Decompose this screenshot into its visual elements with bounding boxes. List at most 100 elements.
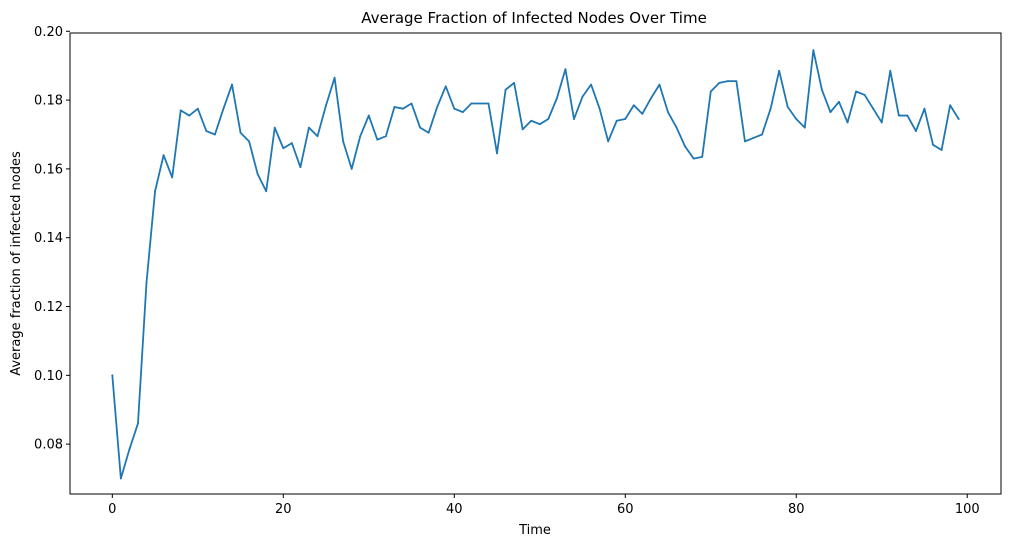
- data-point: [538, 123, 541, 126]
- data-point: [402, 107, 404, 110]
- x-tick-label: 20: [275, 502, 292, 517]
- data-point: [393, 106, 396, 108]
- data-point: [590, 83, 592, 86]
- y-axis-label: Average fraction of infected nodes: [9, 151, 24, 376]
- data-point: [282, 147, 285, 150]
- y-tick-label: 0.16: [34, 162, 63, 177]
- plot-frame: [69, 32, 1002, 495]
- data-point: [829, 111, 832, 114]
- data-point: [838, 100, 840, 103]
- data-point: [624, 118, 627, 120]
- data-point: [761, 133, 763, 136]
- data-point: [410, 102, 413, 105]
- data-point: [154, 190, 156, 193]
- data-point: [214, 133, 216, 136]
- data-point: [196, 107, 199, 110]
- data-point: [248, 140, 251, 143]
- data-point: [932, 143, 934, 146]
- data-point: [290, 142, 293, 144]
- data-point: [658, 83, 661, 86]
- data-point: [786, 106, 789, 108]
- data-point: [350, 167, 353, 170]
- data-point: [162, 154, 165, 157]
- data-point: [427, 131, 430, 134]
- data-point: [145, 281, 148, 284]
- data-point: [325, 104, 327, 107]
- data-point: [256, 173, 259, 175]
- y-tick-label: 0.08: [34, 438, 63, 453]
- data-point: [239, 131, 242, 134]
- chart-title: Average Fraction of Infected Nodes Over …: [361, 9, 707, 27]
- y-tick-label: 0.14: [34, 231, 63, 246]
- data-point: [863, 94, 866, 96]
- data-point: [504, 88, 507, 91]
- data-point: [573, 118, 575, 120]
- data-point: [461, 111, 464, 114]
- data-point: [872, 107, 875, 110]
- y-tick-label: 0.10: [34, 369, 63, 384]
- data-point: [769, 107, 772, 110]
- data-point: [419, 126, 421, 129]
- data-point: [367, 114, 370, 117]
- data-point: [496, 152, 498, 155]
- data-point: [188, 114, 191, 117]
- data-point: [889, 69, 892, 72]
- data-point: [692, 157, 695, 160]
- x-axis: 0 20 40 60 80 100: [108, 494, 980, 517]
- data-point: [119, 477, 122, 480]
- data-point: [949, 104, 952, 107]
- data-point: [316, 135, 319, 138]
- data-point: [487, 102, 490, 105]
- y-tick-label: 0.18: [34, 94, 63, 109]
- data-point: [479, 102, 481, 105]
- data-point: [470, 102, 473, 105]
- data-point: [701, 155, 704, 158]
- data-point: [641, 112, 644, 115]
- data-point: [940, 149, 943, 151]
- data-point: [744, 140, 746, 143]
- data-point: [564, 68, 567, 71]
- data-point: [906, 114, 909, 117]
- data-point: [359, 135, 362, 138]
- data-point: [812, 49, 815, 52]
- x-tick-label: 100: [955, 502, 980, 517]
- data-point: [923, 107, 926, 110]
- data-point: [897, 114, 900, 117]
- plot-area: 0 20 40 60 80 100 0.08 0.10 0.12 0.14 0.16 0.18 0.2…: [34, 25, 1002, 517]
- data-point: [453, 107, 456, 110]
- data-point: [555, 97, 558, 100]
- data-point: [880, 121, 883, 124]
- data-point: [436, 106, 439, 108]
- y-axis: 0.08 0.10 0.12 0.14 0.16 0.18 0.20: [34, 25, 70, 453]
- data-point: [299, 166, 302, 169]
- data-point: [726, 80, 729, 83]
- data-point: [273, 126, 276, 129]
- data-point: [333, 76, 336, 79]
- data-point: [846, 121, 849, 124]
- data-point: [778, 69, 781, 72]
- data-point: [615, 119, 618, 122]
- x-axis-label: Time: [518, 523, 551, 538]
- data-point: [718, 81, 721, 84]
- data-point: [342, 140, 345, 143]
- data-point: [598, 107, 601, 110]
- data-point: [632, 104, 635, 107]
- data-point: [111, 374, 114, 377]
- x-tick-label: 80: [788, 502, 805, 517]
- data-point: [137, 422, 139, 425]
- x-tick-label: 40: [446, 502, 463, 517]
- data-point: [444, 85, 447, 88]
- data-point: [855, 90, 857, 93]
- data-point: [530, 119, 533, 122]
- x-tick-label: 0: [108, 502, 116, 517]
- data-point: [521, 128, 524, 131]
- data-point: [684, 145, 687, 148]
- data-point: [513, 81, 516, 84]
- data-point: [205, 130, 208, 132]
- y-tick-label: 0.20: [34, 25, 63, 40]
- data-point: [607, 140, 610, 143]
- data-point: [957, 118, 960, 120]
- data-point: [667, 111, 669, 114]
- data-point: [581, 95, 584, 98]
